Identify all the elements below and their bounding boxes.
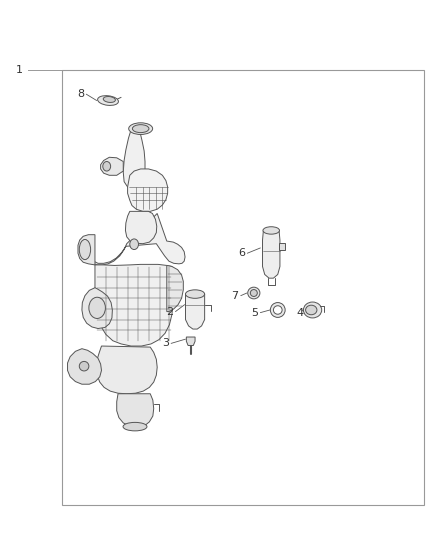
Text: 1: 1	[16, 66, 23, 75]
Ellipse shape	[270, 303, 285, 317]
Text: 7: 7	[231, 290, 239, 301]
Ellipse shape	[304, 302, 322, 318]
Ellipse shape	[185, 290, 205, 298]
Polygon shape	[186, 337, 195, 345]
Ellipse shape	[129, 123, 152, 134]
Ellipse shape	[103, 96, 115, 102]
Ellipse shape	[123, 422, 147, 431]
Polygon shape	[78, 235, 95, 265]
Polygon shape	[127, 169, 168, 212]
Polygon shape	[96, 346, 157, 394]
Polygon shape	[95, 264, 173, 346]
Ellipse shape	[89, 297, 106, 318]
Polygon shape	[88, 214, 185, 265]
Text: 5: 5	[251, 308, 258, 318]
Ellipse shape	[306, 305, 317, 315]
Text: 8: 8	[77, 89, 84, 99]
Bar	[62, 70, 424, 505]
Ellipse shape	[79, 361, 89, 371]
Polygon shape	[101, 157, 123, 175]
Ellipse shape	[98, 95, 118, 106]
Ellipse shape	[248, 287, 260, 299]
Polygon shape	[125, 212, 157, 244]
Text: 4: 4	[297, 308, 304, 318]
Circle shape	[103, 161, 111, 171]
Text: 6: 6	[238, 248, 245, 259]
Polygon shape	[67, 349, 102, 384]
Polygon shape	[185, 294, 205, 329]
Circle shape	[130, 239, 138, 249]
Ellipse shape	[132, 125, 149, 133]
Polygon shape	[117, 394, 154, 427]
Polygon shape	[82, 288, 113, 328]
Polygon shape	[123, 130, 145, 188]
Ellipse shape	[273, 306, 282, 314]
Ellipse shape	[263, 227, 279, 234]
Polygon shape	[167, 265, 184, 312]
Text: 3: 3	[162, 338, 169, 349]
Text: 2: 2	[166, 306, 173, 317]
Polygon shape	[279, 243, 285, 249]
Ellipse shape	[251, 289, 257, 296]
Ellipse shape	[79, 239, 91, 260]
Polygon shape	[262, 230, 280, 278]
